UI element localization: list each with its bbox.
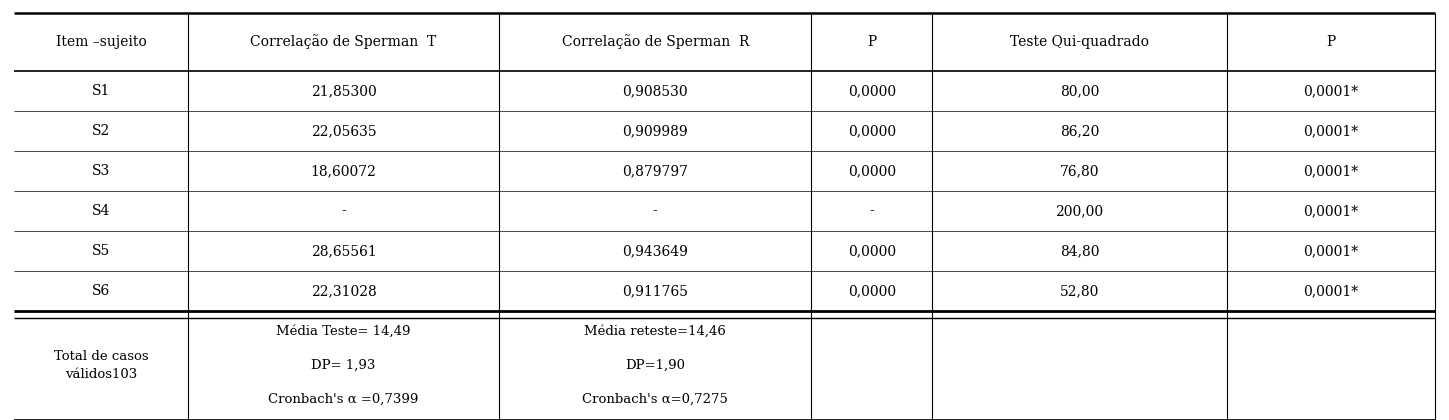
Text: 0,909989: 0,909989 [623, 124, 688, 138]
Text: 0,0000: 0,0000 [848, 164, 895, 178]
Text: 0,0001*: 0,0001* [1303, 284, 1358, 298]
Text: S6: S6 [91, 284, 110, 298]
Text: 0,0001*: 0,0001* [1303, 244, 1358, 258]
Text: -: - [653, 204, 658, 218]
Text: S2: S2 [91, 124, 110, 138]
Text: 0,0001*: 0,0001* [1303, 124, 1358, 138]
Text: 22,31028: 22,31028 [310, 284, 377, 298]
Text: 0,0001*: 0,0001* [1303, 204, 1358, 218]
Text: 86,20: 86,20 [1059, 124, 1100, 138]
Text: Média reteste=14,46: Média reteste=14,46 [584, 325, 726, 338]
Text: P: P [867, 35, 877, 49]
Text: 76,80: 76,80 [1059, 164, 1100, 178]
Text: 21,85300: 21,85300 [310, 84, 377, 98]
Text: 84,80: 84,80 [1059, 244, 1100, 258]
Text: 0,0000: 0,0000 [848, 244, 895, 258]
Text: 200,00: 200,00 [1055, 204, 1104, 218]
Text: 0,0000: 0,0000 [848, 124, 895, 138]
Text: 0,0000: 0,0000 [848, 284, 895, 298]
Text: DP=1,90: DP=1,90 [625, 359, 685, 372]
Text: 52,80: 52,80 [1059, 284, 1100, 298]
Text: 28,65561: 28,65561 [310, 244, 377, 258]
Text: 0,0000: 0,0000 [848, 84, 895, 98]
Text: Média Teste= 14,49: Média Teste= 14,49 [277, 325, 410, 338]
Text: 80,00: 80,00 [1059, 84, 1100, 98]
Text: Total de casos
válidos103: Total de casos válidos103 [54, 350, 148, 381]
Text: 0,911765: 0,911765 [622, 284, 688, 298]
Text: Teste Qui-quadrado: Teste Qui-quadrado [1010, 35, 1149, 49]
Text: P: P [1326, 35, 1335, 49]
Text: 0,0001*: 0,0001* [1303, 164, 1358, 178]
Text: -: - [869, 204, 874, 218]
Text: 0,879797: 0,879797 [622, 164, 688, 178]
Text: 18,60072: 18,60072 [310, 164, 377, 178]
Text: Cronbach's α=0,7275: Cronbach's α=0,7275 [582, 393, 729, 406]
Text: Correlação de Sperman  T: Correlação de Sperman T [251, 34, 436, 50]
Text: S4: S4 [91, 204, 110, 218]
Text: Item –sujeito: Item –sujeito [55, 35, 146, 49]
Text: Cronbach's α =0,7399: Cronbach's α =0,7399 [268, 393, 419, 406]
Text: 0,908530: 0,908530 [623, 84, 688, 98]
Text: Correlação de Sperman  R: Correlação de Sperman R [562, 34, 749, 50]
Text: 0,943649: 0,943649 [622, 244, 688, 258]
Text: S1: S1 [91, 84, 110, 98]
Text: S5: S5 [91, 244, 110, 258]
Text: DP= 1,93: DP= 1,93 [312, 359, 375, 372]
Text: -: - [341, 204, 346, 218]
Text: 22,05635: 22,05635 [310, 124, 377, 138]
Text: 0,0001*: 0,0001* [1303, 84, 1358, 98]
Text: S3: S3 [91, 164, 110, 178]
